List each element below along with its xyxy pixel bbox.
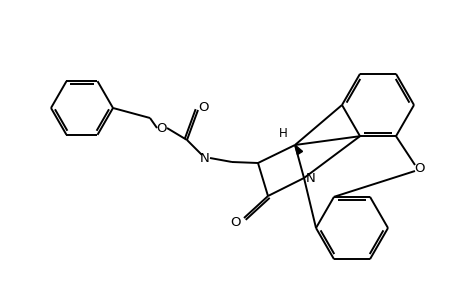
Text: O: O bbox=[198, 100, 209, 113]
Text: H: H bbox=[278, 127, 287, 140]
Polygon shape bbox=[294, 145, 302, 154]
Text: N: N bbox=[200, 152, 209, 164]
Text: O: O bbox=[157, 122, 167, 134]
Text: O: O bbox=[230, 217, 241, 230]
Text: O: O bbox=[414, 161, 424, 175]
Text: N: N bbox=[305, 172, 315, 184]
